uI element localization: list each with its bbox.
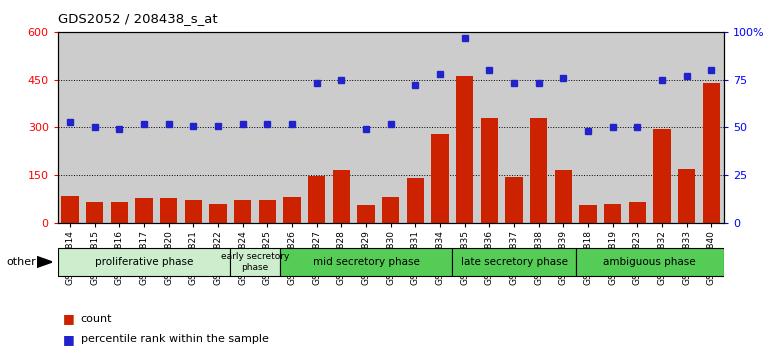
Bar bbox=[62, 196, 79, 223]
Bar bbox=[580, 205, 597, 223]
Text: ■: ■ bbox=[63, 312, 75, 325]
Bar bbox=[453, 248, 576, 276]
Bar bbox=[259, 200, 276, 223]
Bar bbox=[136, 198, 152, 223]
Text: other: other bbox=[6, 257, 36, 267]
Bar bbox=[382, 197, 400, 223]
Bar bbox=[431, 134, 449, 223]
Bar bbox=[604, 204, 621, 223]
Text: proliferative phase: proliferative phase bbox=[95, 257, 193, 267]
Bar bbox=[308, 176, 326, 223]
Bar bbox=[160, 198, 177, 223]
Bar bbox=[86, 202, 103, 223]
Bar bbox=[185, 200, 202, 223]
Text: early secretory
phase: early secretory phase bbox=[221, 252, 290, 272]
Bar bbox=[678, 169, 695, 223]
Bar bbox=[280, 248, 453, 276]
Bar bbox=[333, 171, 350, 223]
Text: GDS2052 / 208438_s_at: GDS2052 / 208438_s_at bbox=[58, 12, 217, 25]
Text: percentile rank within the sample: percentile rank within the sample bbox=[81, 334, 269, 344]
Polygon shape bbox=[37, 257, 52, 267]
Text: ■: ■ bbox=[63, 333, 75, 346]
Bar bbox=[576, 248, 724, 276]
Bar bbox=[555, 171, 572, 223]
Bar bbox=[234, 200, 251, 223]
Bar bbox=[480, 118, 498, 223]
Text: count: count bbox=[81, 314, 112, 324]
Bar bbox=[456, 76, 474, 223]
Bar bbox=[58, 248, 230, 276]
Text: late secretory phase: late secretory phase bbox=[460, 257, 567, 267]
Bar bbox=[654, 129, 671, 223]
Bar bbox=[407, 178, 424, 223]
Bar bbox=[283, 197, 301, 223]
Text: ambiguous phase: ambiguous phase bbox=[604, 257, 696, 267]
Bar bbox=[703, 83, 720, 223]
Bar bbox=[531, 118, 547, 223]
Bar bbox=[209, 204, 226, 223]
Bar bbox=[629, 202, 646, 223]
Bar bbox=[230, 248, 280, 276]
Bar bbox=[505, 177, 523, 223]
Bar bbox=[111, 202, 128, 223]
Bar bbox=[357, 205, 375, 223]
Text: mid secretory phase: mid secretory phase bbox=[313, 257, 420, 267]
